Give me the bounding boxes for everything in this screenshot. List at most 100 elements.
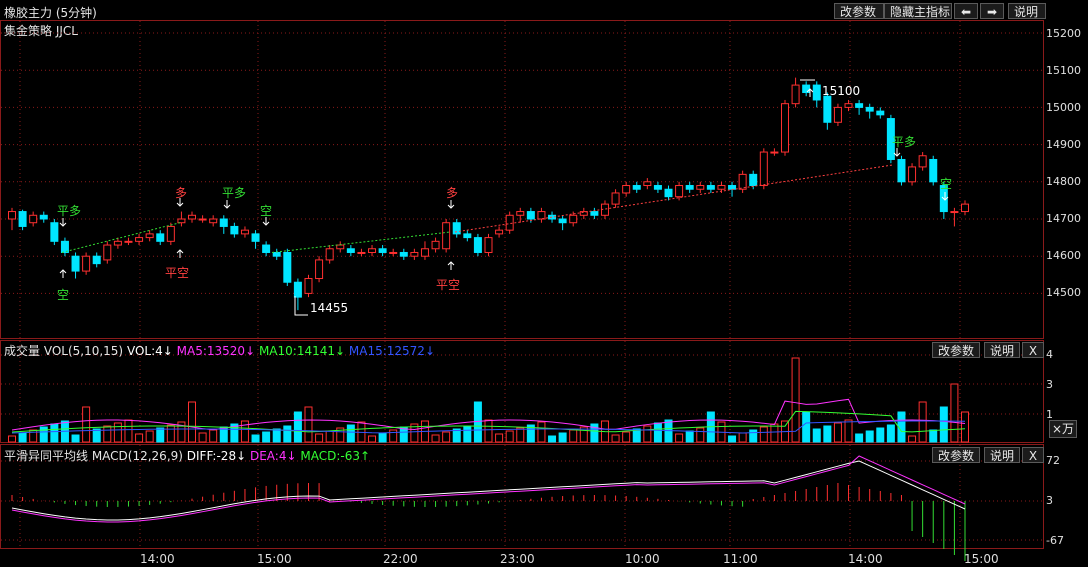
volume-bar xyxy=(611,434,620,443)
volume-bar xyxy=(198,432,207,443)
volume-bar xyxy=(622,431,631,443)
volume-bar xyxy=(495,433,504,443)
candle-body xyxy=(961,203,969,213)
volume-bar xyxy=(579,426,588,443)
candle-body xyxy=(124,240,133,243)
signal-arrow xyxy=(223,204,231,209)
volume-bar xyxy=(378,432,387,443)
hide-indicator-button[interactable]: 隐藏主指标 xyxy=(884,3,952,19)
volume-bar xyxy=(590,423,599,443)
macd-title: 平滑异同平均线 MACD(12,26,9) DIFF:-28↓ DEA:4↓ M… xyxy=(4,447,370,464)
volume-bar xyxy=(855,433,864,443)
macd-axis-label: -67 xyxy=(1046,534,1064,547)
price-axis-label: 14800 xyxy=(1046,175,1081,188)
candle-body xyxy=(166,225,175,242)
volume-bar xyxy=(939,406,948,443)
volume-bar xyxy=(950,383,959,443)
candle-body xyxy=(156,233,165,242)
volume-bar xyxy=(230,423,239,443)
candle-body xyxy=(82,255,91,272)
candle-body xyxy=(442,222,451,250)
candle-body xyxy=(833,106,842,123)
signal-arrow xyxy=(447,261,455,266)
volume-unit-button[interactable]: ×万 xyxy=(1049,420,1077,438)
volume-bar xyxy=(431,434,440,443)
time-axis-label: 14:00 xyxy=(848,552,883,566)
volume-bar xyxy=(802,411,811,443)
volume-close-button[interactable]: X xyxy=(1022,342,1044,358)
volume-bar xyxy=(325,430,334,443)
signal-arrow xyxy=(59,269,67,274)
signal-label: 平空 xyxy=(436,278,461,292)
volume-bar xyxy=(558,432,567,443)
price-axis-label: 15200 xyxy=(1046,27,1081,40)
candle-body xyxy=(664,188,673,198)
volume-bar xyxy=(92,428,101,443)
candle-body xyxy=(908,166,917,183)
volume-bar xyxy=(537,421,546,443)
candle-body xyxy=(29,214,38,224)
signal-label: 平多 xyxy=(57,204,82,218)
volume-bar xyxy=(29,429,38,443)
candle-body xyxy=(590,211,599,216)
volume-bar xyxy=(484,419,493,443)
candle-body xyxy=(495,229,504,235)
macd-close-button[interactable]: X xyxy=(1022,447,1044,463)
volume-axis-label: 4 xyxy=(1046,348,1053,361)
volume-bar xyxy=(865,430,874,443)
candle-body xyxy=(378,248,387,253)
candle-body xyxy=(780,103,789,153)
candle-body xyxy=(886,118,895,160)
candle-body xyxy=(177,218,186,224)
low-marker xyxy=(294,296,308,316)
candle-body xyxy=(60,240,69,253)
params-button[interactable]: 改参数 xyxy=(834,3,884,19)
candle-body xyxy=(325,248,334,261)
candle-body xyxy=(484,237,493,253)
volume-bar xyxy=(389,429,398,443)
macd-panel-border xyxy=(0,444,1044,549)
candle-body xyxy=(622,185,631,194)
volume-help-button[interactable]: 说明 xyxy=(984,342,1020,358)
candle-body xyxy=(113,240,122,246)
candle-body xyxy=(39,214,48,220)
volume-bar xyxy=(166,424,175,443)
volume-bar xyxy=(770,423,779,443)
candle-body xyxy=(336,244,345,250)
candle-body xyxy=(759,151,768,187)
trend-line xyxy=(271,231,451,253)
main-panel-border xyxy=(0,20,1044,339)
time-axis-label: 14:00 xyxy=(140,552,175,566)
strategy-label: 集金策略 JJCL xyxy=(4,24,78,38)
price-axis-label: 15000 xyxy=(1046,101,1081,114)
candle-body xyxy=(802,84,811,94)
candle-body xyxy=(897,158,906,183)
candle-body xyxy=(71,255,80,272)
macd-diff: DIFF:-28↓ xyxy=(186,449,247,463)
candle-body xyxy=(685,185,694,190)
candle-body xyxy=(770,151,779,154)
volume-ma15-line xyxy=(11,420,966,434)
volume-bar xyxy=(886,424,895,443)
time-axis-label: 10:00 xyxy=(625,552,660,566)
volume-bar xyxy=(346,424,355,443)
volume-bar xyxy=(696,427,705,443)
help-button[interactable]: 说明 xyxy=(1008,3,1046,19)
back-arrow-icon[interactable]: ⬅ xyxy=(954,3,978,19)
macd-params-button[interactable]: 改参数 xyxy=(932,447,980,463)
volume-bar xyxy=(209,429,218,443)
signal-label: 平多 xyxy=(892,135,917,149)
volume-params-button[interactable]: 改参数 xyxy=(932,342,980,358)
candle-body xyxy=(262,244,271,253)
candle-body xyxy=(251,233,260,242)
volume-ma10: MA10:14141↓ xyxy=(258,344,346,358)
forward-arrow-icon[interactable]: ➡ xyxy=(980,3,1004,19)
candle-body xyxy=(844,103,853,108)
signal-label: 平空 xyxy=(165,266,190,280)
candle-body xyxy=(463,233,472,239)
macd-dea-line xyxy=(11,455,966,523)
candle-body xyxy=(357,251,366,254)
candle-body xyxy=(92,255,101,265)
macd-help-button[interactable]: 说明 xyxy=(984,447,1020,463)
